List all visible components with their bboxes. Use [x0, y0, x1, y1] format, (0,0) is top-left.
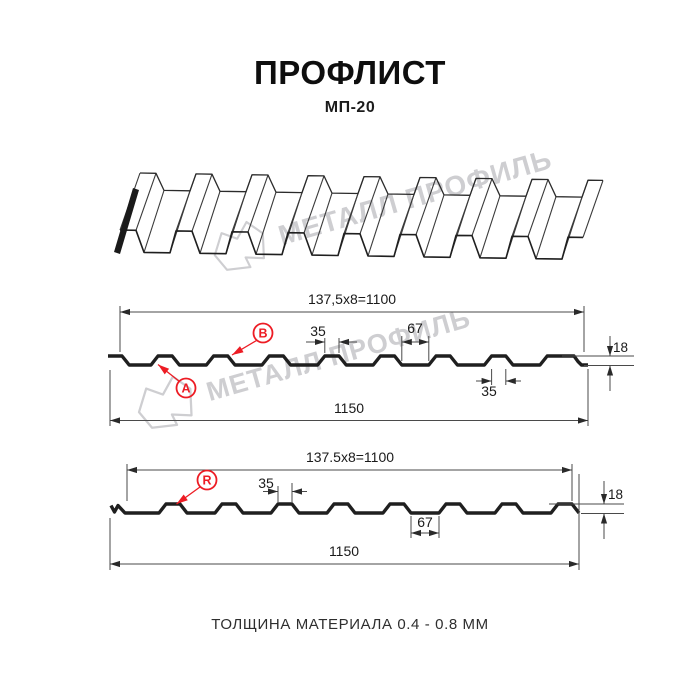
rib-edge-line [191, 173, 213, 232]
dim-overall-width: 1150 [329, 543, 359, 559]
callout-r-circle [196, 469, 218, 491]
profile-outline-reverse [109, 502, 581, 515]
rib-edge-line [527, 179, 549, 237]
rib-edge-line [582, 180, 604, 238]
dim-crest-width: 35 [258, 475, 274, 491]
dim-crest-width: 35 [310, 323, 326, 339]
callout-b-leader [231, 339, 257, 356]
sheet-back-edge [139, 172, 604, 198]
callout-a-leader [157, 363, 180, 383]
rib-edge-line [135, 173, 157, 231]
sheet-3d-view [114, 172, 604, 260]
rib-edge-line [199, 191, 221, 254]
rib-edge-line [143, 190, 165, 253]
sheet-cut-edge [114, 188, 139, 254]
dim-valley-width: 67 [417, 514, 433, 530]
dim-profile-height: 18 [613, 340, 628, 355]
rib-edge-line [535, 196, 557, 259]
callout-b-circle [252, 322, 274, 344]
profile-section-front [108, 306, 634, 426]
callout-a-label: A [181, 382, 190, 396]
dim-overall-width: 1150 [334, 400, 364, 416]
dim-module-width: 137,5x8=1100 [308, 291, 396, 307]
callout-b-label: B [258, 327, 267, 341]
callout-r-leader [176, 486, 201, 505]
rib-edge-line [359, 176, 381, 235]
profile-section-reverse [109, 464, 624, 570]
callout-r-label: R [202, 474, 211, 488]
rib-edge-line [311, 192, 333, 256]
page-title: ПРОФЛИСТ [254, 54, 446, 91]
rib-edge-line [367, 193, 389, 257]
rib-edge-line [255, 192, 277, 255]
material-thickness-note: ТОЛЩИНА МАТЕРИАЛА 0.4 - 0.8 ММ [211, 616, 489, 633]
profile-section-reverse-labels: 137.5x8=1100 35 67 18 1150 R [202, 449, 623, 559]
callout-a-circle [175, 377, 197, 399]
dim-crest-width-bottom: 35 [481, 383, 497, 399]
profile-section-front-labels: 137,5x8=1100 35 67 18 35 1150 A B [181, 291, 628, 416]
dim-module-width: 137.5x8=1100 [306, 449, 394, 465]
dim-profile-height: 18 [608, 487, 623, 502]
rib-edge-line [423, 194, 445, 258]
rib-edge-line [415, 177, 437, 235]
rib-edge-line [303, 175, 325, 234]
rib-edge-line [247, 174, 269, 233]
profile-model-subtitle: МП-20 [324, 99, 376, 116]
dim-valley-width: 67 [407, 320, 423, 336]
rib-edge-line [471, 178, 493, 236]
profile-outline-front [108, 354, 588, 367]
rib-edge-line [479, 195, 501, 258]
sheet-front-edge [119, 229, 584, 260]
